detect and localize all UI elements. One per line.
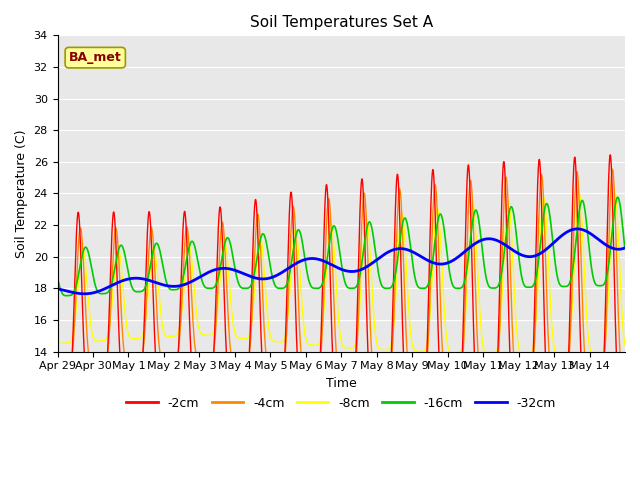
- -2cm: [512, 406, 520, 412]
- -32cm: [512, 249, 520, 255]
- -4cm: [613, 275, 621, 280]
- Y-axis label: Soil Temperature (C): Soil Temperature (C): [15, 129, 28, 258]
- Line: -8cm: -8cm: [58, 191, 625, 355]
- Line: -4cm: -4cm: [58, 169, 625, 384]
- -32cm: [613, 246, 621, 252]
- -16cm: [621, 245, 628, 251]
- -8cm: [512, 317, 520, 323]
- -32cm: [376, 255, 383, 261]
- -2cm: [621, 404, 628, 410]
- Title: Soil Temperatures Set A: Soil Temperatures Set A: [250, 15, 433, 30]
- Line: -32cm: -32cm: [58, 229, 625, 294]
- -16cm: [544, 204, 552, 209]
- -8cm: [595, 352, 602, 358]
- X-axis label: Time: Time: [326, 377, 356, 390]
- -16cm: [512, 230, 520, 236]
- -16cm: [614, 194, 621, 200]
- -8cm: [233, 334, 241, 340]
- Line: -16cm: -16cm: [58, 197, 625, 296]
- Legend: -2cm, -4cm, -8cm, -16cm, -32cm: -2cm, -4cm, -8cm, -16cm, -32cm: [122, 392, 561, 415]
- -32cm: [544, 245, 552, 251]
- -2cm: [544, 398, 552, 404]
- -32cm: [233, 268, 241, 274]
- -16cm: [111, 267, 118, 273]
- -8cm: [544, 248, 552, 254]
- -16cm: [233, 275, 241, 280]
- -4cm: [621, 380, 628, 385]
- -4cm: [512, 376, 520, 382]
- -4cm: [54, 367, 61, 373]
- -4cm: [375, 378, 383, 384]
- -8cm: [611, 188, 618, 194]
- -8cm: [613, 210, 621, 216]
- -2cm: [606, 152, 614, 158]
- -32cm: [621, 245, 628, 251]
- -2cm: [233, 387, 241, 393]
- -16cm: [62, 293, 70, 299]
- -8cm: [375, 346, 383, 351]
- -2cm: [54, 393, 61, 399]
- -4cm: [233, 362, 241, 368]
- Line: -2cm: -2cm: [58, 155, 625, 409]
- -2cm: [479, 407, 487, 412]
- -32cm: [111, 281, 118, 287]
- -4cm: [481, 382, 489, 387]
- Text: BA_met: BA_met: [69, 51, 122, 64]
- -8cm: [54, 336, 61, 342]
- -2cm: [375, 402, 383, 408]
- -4cm: [110, 237, 118, 243]
- -4cm: [609, 166, 616, 172]
- -8cm: [621, 342, 628, 348]
- -2cm: [613, 370, 621, 375]
- -32cm: [54, 286, 61, 292]
- -16cm: [54, 275, 61, 280]
- -4cm: [544, 333, 552, 339]
- -32cm: [81, 291, 88, 297]
- -16cm: [613, 195, 621, 201]
- -32cm: [573, 226, 581, 232]
- -16cm: [376, 275, 383, 281]
- -8cm: [110, 274, 118, 279]
- -2cm: [110, 211, 118, 216]
